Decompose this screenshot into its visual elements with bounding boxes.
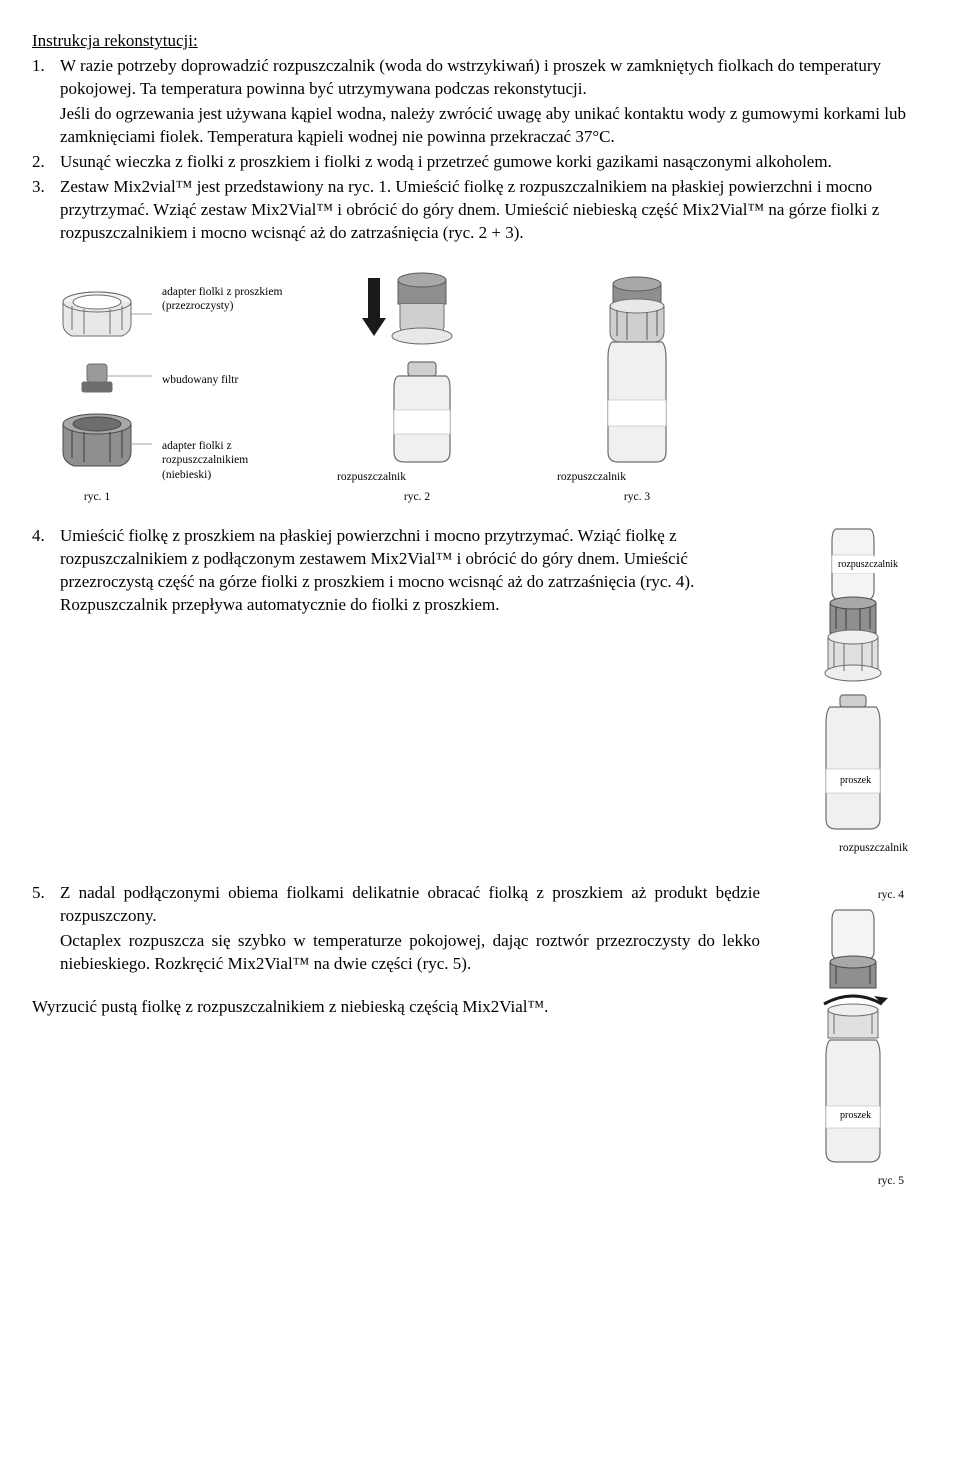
item-number: 3. [32,176,60,245]
figure-caption: ryc. 3 [624,490,650,506]
figure-label: rozpuszczalnik [557,470,626,486]
item-text: Zestaw Mix2vial™ jest przedstawiony na r… [60,176,928,245]
figure-label: proszek [836,1108,875,1124]
figure-caption: ryc. 1 [84,490,110,506]
item-number: 5. [32,882,60,928]
figure-caption: ryc. 2 [404,490,430,506]
item-number: 2. [32,151,60,174]
item-text-continued: Jeśli do ogrzewania jest używana kąpiel … [32,103,928,149]
footer-text: Wyrzucić pustą fiolkę z rozpuszczalnikie… [32,996,760,1019]
figure-3 [562,270,712,470]
figure-5 [788,908,918,1168]
figure-label: adapter fiolki z proszkiem (przezroczyst… [162,285,297,321]
item-number: 4. [32,525,60,617]
figure-label: wbudowany filtr [162,373,297,393]
item-text-continued: Octaplex rozpuszcza się szybko w tempera… [32,930,760,976]
item-text: W razie potrzeby doprowadzić rozpuszczal… [60,55,928,101]
figure-label: adapter fiolki z rozpuszczalnikiem (nieb… [162,439,297,482]
figure-caption: ryc. 4 [878,888,904,904]
figure-label: rozpuszczalnik [839,842,908,854]
section-5: 5. Z nadal podłączonymi obiema fiolkami … [32,882,928,1189]
figure-row: ryc. 1 adapter fiolki z proszkiem (przez… [32,270,928,505]
figure-label: proszek [836,773,875,789]
item-text: Umieścić fiolkę z proszkiem na płaskiej … [60,525,760,617]
figure-caption: ryc. 5 [878,1174,904,1190]
instruction-list: 1. W razie potrzeby doprowadzić rozpuszc… [32,55,928,101]
item-number: 1. [32,55,60,101]
section-4: 4. Umieścić fiolkę z proszkiem na płaski… [32,525,928,858]
figure-2 [342,270,492,470]
item-text: Z nadal podłączonymi obiema fiolkami del… [60,882,760,928]
figure-label: rozpuszczalnik [834,557,902,573]
item-text: Usunąć wieczka z fiolki z proszkiem i fi… [60,151,928,174]
figure-label: rozpuszczalnik [337,470,406,486]
page-title: Instrukcja rekonstytucji: [32,30,928,53]
figure-1 [42,284,152,484]
